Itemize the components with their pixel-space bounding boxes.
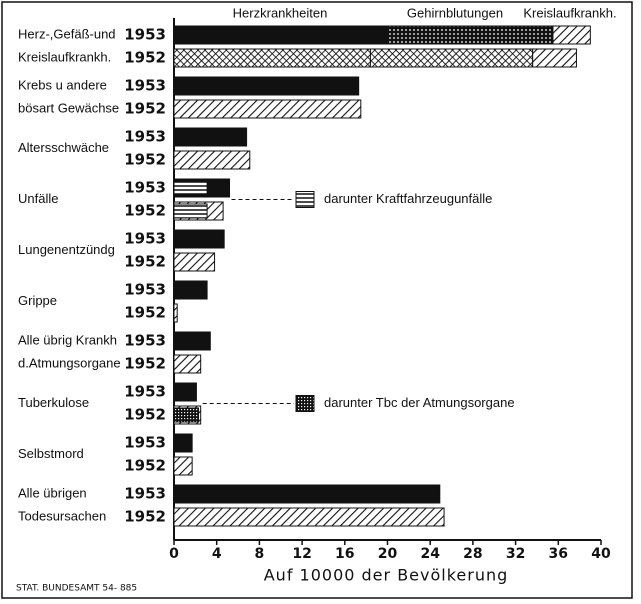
- category-label: Unfälle: [18, 191, 58, 206]
- category-label: Lungenentzündg: [18, 242, 115, 257]
- note-swatch: [295, 191, 315, 208]
- year-label: 1952: [124, 304, 166, 322]
- bar-subset: [173, 203, 208, 219]
- year-label: 1953: [124, 179, 166, 197]
- year-label: 1953: [124, 77, 166, 95]
- category-label: Todesursachen: [18, 508, 106, 523]
- bar-segment: [369, 48, 534, 68]
- segment-title: Kreislaufkrankh.: [523, 5, 616, 20]
- year-label: 1953: [124, 26, 166, 44]
- bar: [173, 150, 251, 170]
- x-tick-label: 24: [420, 546, 440, 562]
- bar: [173, 76, 360, 96]
- x-tick-label: 20: [378, 546, 398, 562]
- bar: [173, 99, 362, 119]
- bar: [173, 484, 441, 504]
- note-swatch: [295, 395, 315, 412]
- note-label: darunter Kraftfahrzeugunfälle: [324, 191, 492, 206]
- year-label: 1952: [124, 406, 166, 424]
- x-tick-label: 12: [292, 546, 311, 562]
- category-label: d.Atmungsorgane: [18, 355, 121, 370]
- year-label: 1953: [124, 128, 166, 146]
- category-label: Grippe: [18, 293, 57, 308]
- year-label: 1952: [124, 457, 166, 475]
- year-label: 1953: [124, 281, 166, 299]
- category-label: Alle übrigen: [18, 485, 87, 500]
- x-tick-label: 16: [335, 546, 354, 562]
- bar-segment: [552, 25, 591, 45]
- bar: [173, 507, 445, 527]
- bar-subset: [173, 407, 200, 423]
- bar: [173, 127, 248, 147]
- category-label: Krebs u andere: [18, 77, 107, 92]
- category-label: Alle übrig Krankh: [18, 332, 117, 347]
- x-axis-title: Auf 10000 der Bevölkerung: [264, 566, 509, 585]
- x-tick-label: 28: [463, 546, 482, 562]
- bar: [173, 354, 202, 374]
- year-label: 1952: [124, 253, 166, 271]
- x-tick-label: 36: [549, 546, 568, 562]
- x-tick-label: 40: [591, 546, 611, 562]
- year-label: 1952: [124, 151, 166, 169]
- bar-segment: [173, 25, 388, 45]
- year-label: 1952: [124, 100, 166, 118]
- bar-subset: [173, 180, 208, 196]
- category-label: Selbstmord: [18, 446, 84, 461]
- bar-segment: [173, 48, 371, 68]
- x-tick-label: 8: [255, 546, 265, 562]
- year-label: 1952: [124, 508, 166, 526]
- source: STAT. BUNDESAMT 54- 885: [16, 584, 137, 594]
- segment-title: Herzkrankheiten: [233, 5, 328, 20]
- note-label: darunter Tbc der Atmungsorgane: [324, 395, 515, 410]
- year-label: 1952: [124, 355, 166, 373]
- category-label: Herz-,Gefäß-und: [18, 26, 116, 41]
- category-label: Tuberkulose: [18, 395, 89, 410]
- bar: [173, 433, 193, 453]
- frame: [1, 1, 633, 599]
- segment-title: Gehirnblutungen: [407, 5, 503, 20]
- bar: [173, 252, 216, 272]
- bar: [173, 331, 211, 351]
- year-label: 1953: [124, 230, 166, 248]
- bar: [173, 382, 197, 402]
- category-label: bösart Gewächse: [18, 100, 119, 115]
- year-label: 1953: [124, 434, 166, 452]
- bar-segment: [532, 48, 577, 68]
- year-label: 1952: [124, 49, 166, 67]
- bar: [173, 456, 193, 476]
- year-label: 1953: [124, 332, 166, 350]
- x-tick-label: 32: [506, 546, 525, 562]
- category-label: Altersschwäche: [18, 140, 109, 155]
- year-label: 1953: [124, 485, 166, 503]
- bar-segment: [387, 25, 554, 45]
- year-label: 1952: [124, 202, 166, 220]
- x-tick-label: 0: [169, 546, 179, 562]
- x-tick-label: 4: [212, 546, 222, 562]
- bar: [173, 303, 178, 323]
- bar: [173, 280, 208, 300]
- category-label: Kreislaufkrankh.: [18, 49, 111, 64]
- bar: [173, 229, 225, 249]
- year-label: 1953: [124, 383, 166, 401]
